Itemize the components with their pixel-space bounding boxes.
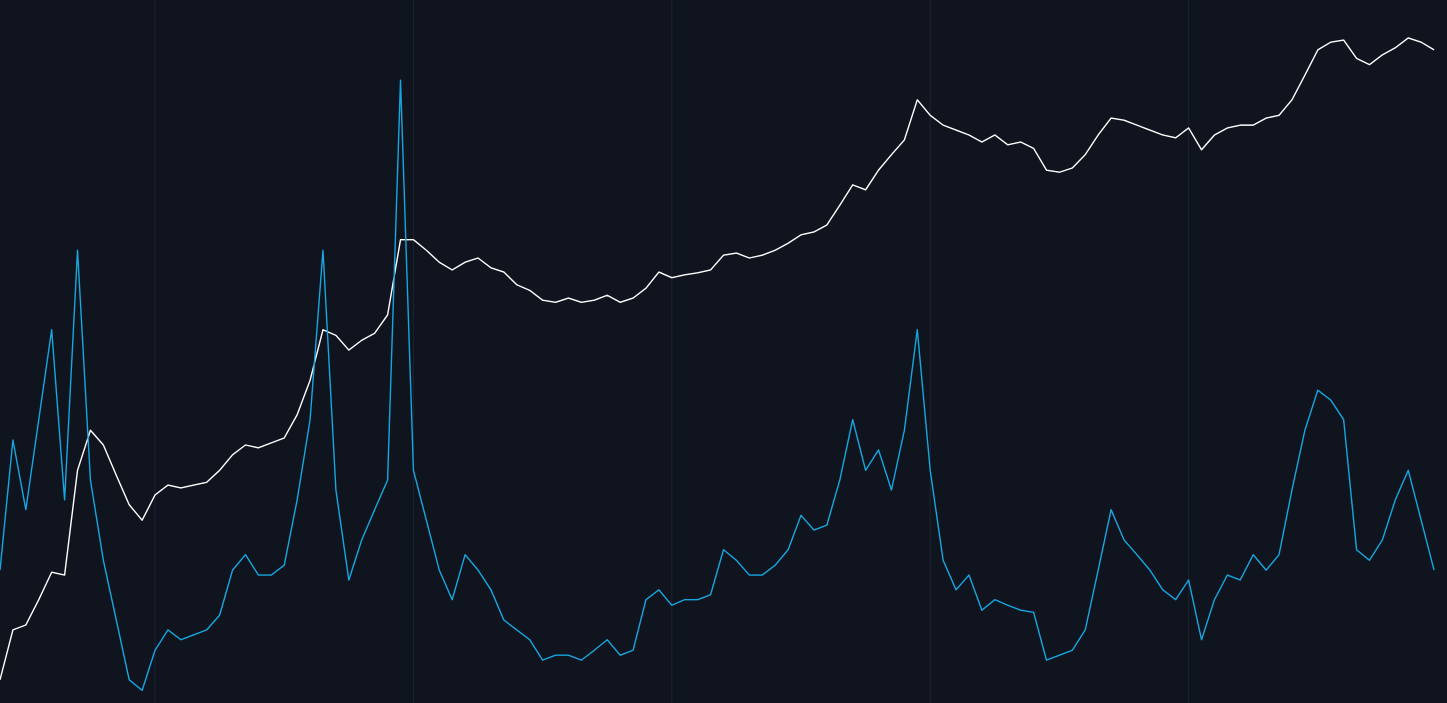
line-series (0, 79, 1435, 692)
line-series (0, 37, 1435, 680)
